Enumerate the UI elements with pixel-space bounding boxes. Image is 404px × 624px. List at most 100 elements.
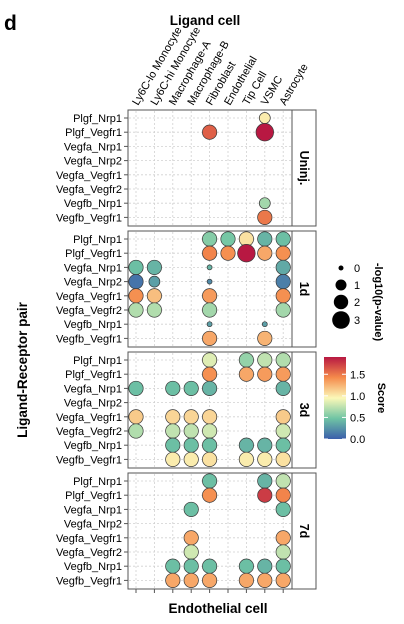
size-legend-title: -log10(p-value) [372, 263, 384, 342]
data-point [220, 231, 236, 247]
data-point [257, 487, 273, 503]
data-point [261, 321, 268, 328]
data-point [128, 380, 144, 396]
pair-label: Vegfb_Nrp1 [64, 440, 122, 452]
data-point [275, 380, 291, 396]
data-point [183, 451, 199, 467]
size-legend-circle [332, 311, 350, 329]
data-point [258, 112, 271, 124]
data-point [202, 245, 218, 261]
pair-label: Vegfa_Nrp2 [64, 156, 122, 168]
color-legend: 0.0 0.5 1.0 1.5 Score [324, 357, 387, 446]
facet-strip-label: 7d [297, 524, 311, 539]
data-point [202, 487, 218, 503]
data-point [238, 451, 254, 467]
pair-label: Vegfa_Vegfr2 [56, 426, 122, 438]
size-legend-label: 1 [354, 280, 360, 292]
data-point [183, 423, 199, 439]
data-point [148, 275, 161, 288]
facet-panels: Plgf_Nrp1 Plgf_Vegfr1 Vegfa_Nrp1 Vegfa_Nrp2… [56, 109, 317, 593]
pair-label: Plgf_Vegfr1 [65, 490, 122, 502]
data-point [238, 352, 254, 368]
facet-strip-label: 3d [297, 403, 311, 418]
facet-panel: Plgf_Nrp1 Plgf_Vegfr1 Vegfa_Nrp1 Vegfa_Nrp2… [56, 472, 317, 590]
pair-label: Vegfb_Vegfr1 [56, 333, 122, 345]
size-legend: -log10(p-value) 0 1 2 3 [332, 263, 384, 342]
pair-label: Vegfa_Nrp2 [64, 519, 122, 531]
pair-label: Vegfa_Vegfr1 [56, 291, 122, 303]
data-point [257, 437, 273, 453]
size-legend-label: 2 [354, 297, 360, 309]
size-legend-circle [335, 279, 347, 291]
panel-letter: d [4, 12, 17, 35]
data-point [128, 302, 144, 318]
data-point [183, 558, 199, 574]
pair-label: Vegfa_Vegfr1 [56, 412, 122, 424]
data-point [202, 366, 218, 382]
data-point [275, 366, 291, 382]
data-point [206, 321, 213, 328]
data-point [183, 501, 199, 517]
data-point [183, 409, 199, 425]
data-point [275, 352, 291, 368]
data-point [257, 451, 273, 467]
pair-label: Vegfb_Vegfr1 [56, 575, 122, 587]
data-point [128, 274, 144, 290]
data-point [255, 123, 274, 142]
pair-label: Vegfa_Nrp1 [64, 141, 122, 153]
data-point [275, 302, 291, 318]
data-point [220, 245, 236, 261]
data-point [275, 409, 291, 425]
facet-strip-label: 1d [297, 282, 311, 297]
data-point [257, 245, 273, 261]
data-point [183, 530, 199, 546]
data-point [275, 423, 291, 439]
pair-label: Vegfa_Vegfr2 [56, 547, 122, 559]
pair-label: Plgf_Vegfr1 [65, 248, 122, 260]
data-point [183, 380, 199, 396]
data-point [202, 288, 218, 304]
size-legend-label: 0 [354, 263, 360, 275]
data-point [128, 423, 144, 439]
facet-strip [291, 109, 317, 227]
data-point [202, 231, 218, 247]
size-legend-label: 3 [354, 315, 360, 327]
color-bar-label: 1.0 [350, 391, 365, 403]
pair-label: Vegfa_Vegfr2 [56, 305, 122, 317]
facet-strip [291, 230, 317, 348]
data-point [257, 231, 273, 247]
data-point [202, 124, 218, 140]
data-point [202, 558, 218, 574]
pair-label: Vegfa_Vegfr2 [56, 184, 122, 196]
data-point [202, 380, 218, 396]
data-point [275, 437, 291, 453]
pair-label: Vegfb_Nrp1 [64, 198, 122, 210]
data-point [275, 451, 291, 467]
data-point [238, 231, 254, 247]
pair-label: Plgf_Nrp1 [73, 113, 122, 125]
data-point [275, 473, 291, 489]
data-point [202, 352, 218, 368]
data-point [146, 288, 162, 304]
data-point [202, 423, 218, 439]
facet-panel: Plgf_Nrp1 Plgf_Vegfr1 Vegfa_Nrp1 Vegfa_Nrp2… [56, 109, 317, 227]
data-point [165, 451, 181, 467]
data-point [275, 231, 291, 247]
data-point [128, 409, 144, 425]
data-point [202, 302, 218, 318]
data-point [257, 366, 273, 382]
data-point [275, 501, 291, 517]
data-point [238, 437, 254, 453]
data-point [275, 487, 291, 503]
pair-label: Vegfa_Nrp2 [64, 398, 122, 410]
data-point [275, 274, 291, 290]
data-point [202, 473, 218, 489]
pair-label: Plgf_Vegfr1 [65, 369, 122, 381]
facet-strip [291, 472, 317, 590]
chart-title: Ligand cell [170, 13, 241, 28]
color-bar-label: 0.0 [350, 434, 365, 446]
data-point [237, 244, 256, 263]
facet-panel: Plgf_Nrp1 Plgf_Vegfr1 Vegfa_Nrp1 Vegfa_Nrp2… [56, 351, 317, 469]
